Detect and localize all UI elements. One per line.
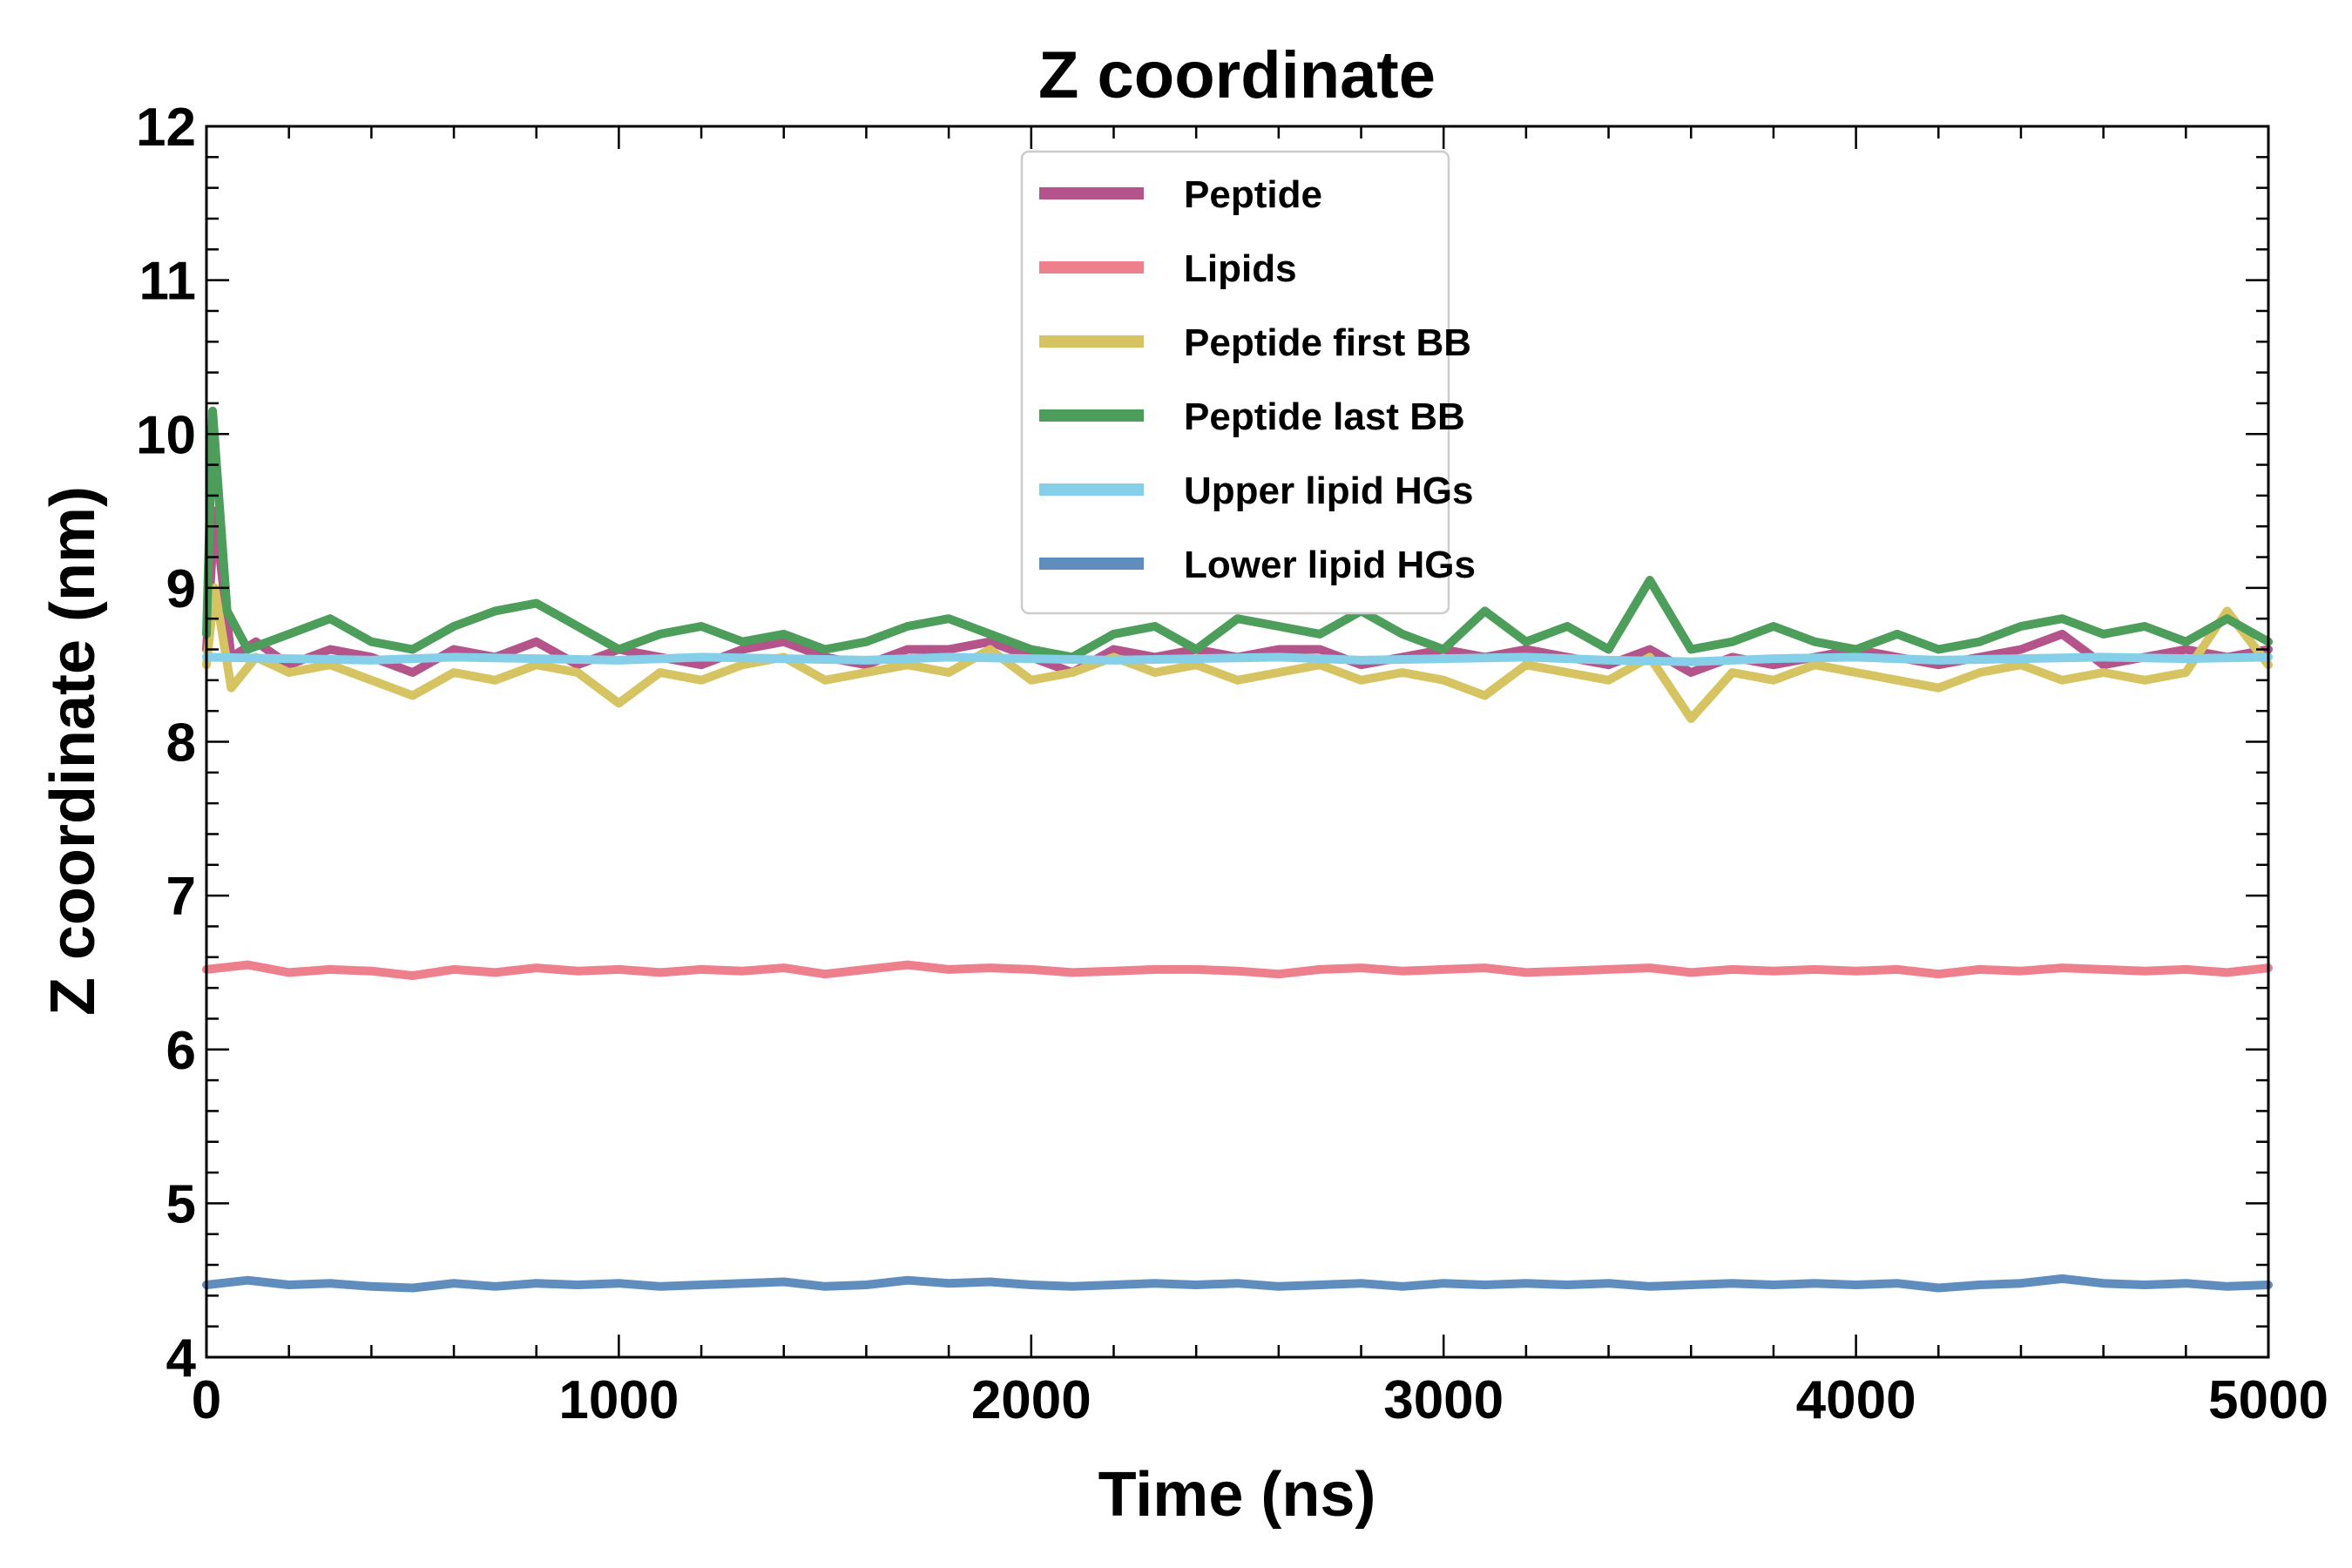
legend-label: Peptide first BB <box>1184 321 1471 364</box>
y-tick-label: 7 <box>166 867 196 927</box>
y-tick-label: 11 <box>139 252 196 312</box>
y-tick-label: 4 <box>166 1328 197 1389</box>
series-layer <box>202 406 2273 1293</box>
series-line-3 <box>202 406 2273 662</box>
x-tick-label: 4000 <box>1796 1370 1916 1430</box>
y-tick-label: 10 <box>136 405 196 465</box>
legend-label: Peptide last BB <box>1184 395 1465 438</box>
legend-label: Lower lipid HGs <box>1184 544 1476 586</box>
tick-layer: 0 1000 2000 3000 4000 5000 4 5 6 7 8 9 10 11 12 <box>136 98 2328 1430</box>
x-tick-label: 0 <box>192 1370 221 1430</box>
x-tick-label: 1000 <box>558 1370 679 1430</box>
y-axis-label: Z coordinate (nm) <box>38 486 108 1016</box>
y-tick-label: 5 <box>166 1174 196 1234</box>
series-line-4 <box>202 652 2273 666</box>
plot-frame <box>205 125 2270 1359</box>
x-tick-label: 3000 <box>1383 1370 1504 1430</box>
legend: Peptide Lipids Peptide first BB Peptide las… <box>1020 150 1476 615</box>
x-axis-label: Time (ns) <box>1098 1460 1376 1530</box>
x-tick-label: 2000 <box>971 1370 1092 1430</box>
y-tick-label: 12 <box>136 98 196 158</box>
y-tick-label: 6 <box>166 1021 196 1081</box>
y-tick-label: 8 <box>166 713 196 774</box>
series-line-1 <box>202 960 2273 980</box>
legend-label: Peptide <box>1184 173 1322 216</box>
x-tick-label: 5000 <box>2208 1370 2328 1430</box>
legend-label: Upper lipid HGs <box>1184 470 1473 512</box>
series-line-2 <box>202 583 2273 723</box>
legend-label: Lipids <box>1184 247 1297 290</box>
series-line-5 <box>202 1274 2273 1293</box>
y-tick-label: 9 <box>166 559 196 619</box>
chart-title: Z coordinate <box>1038 38 1436 112</box>
